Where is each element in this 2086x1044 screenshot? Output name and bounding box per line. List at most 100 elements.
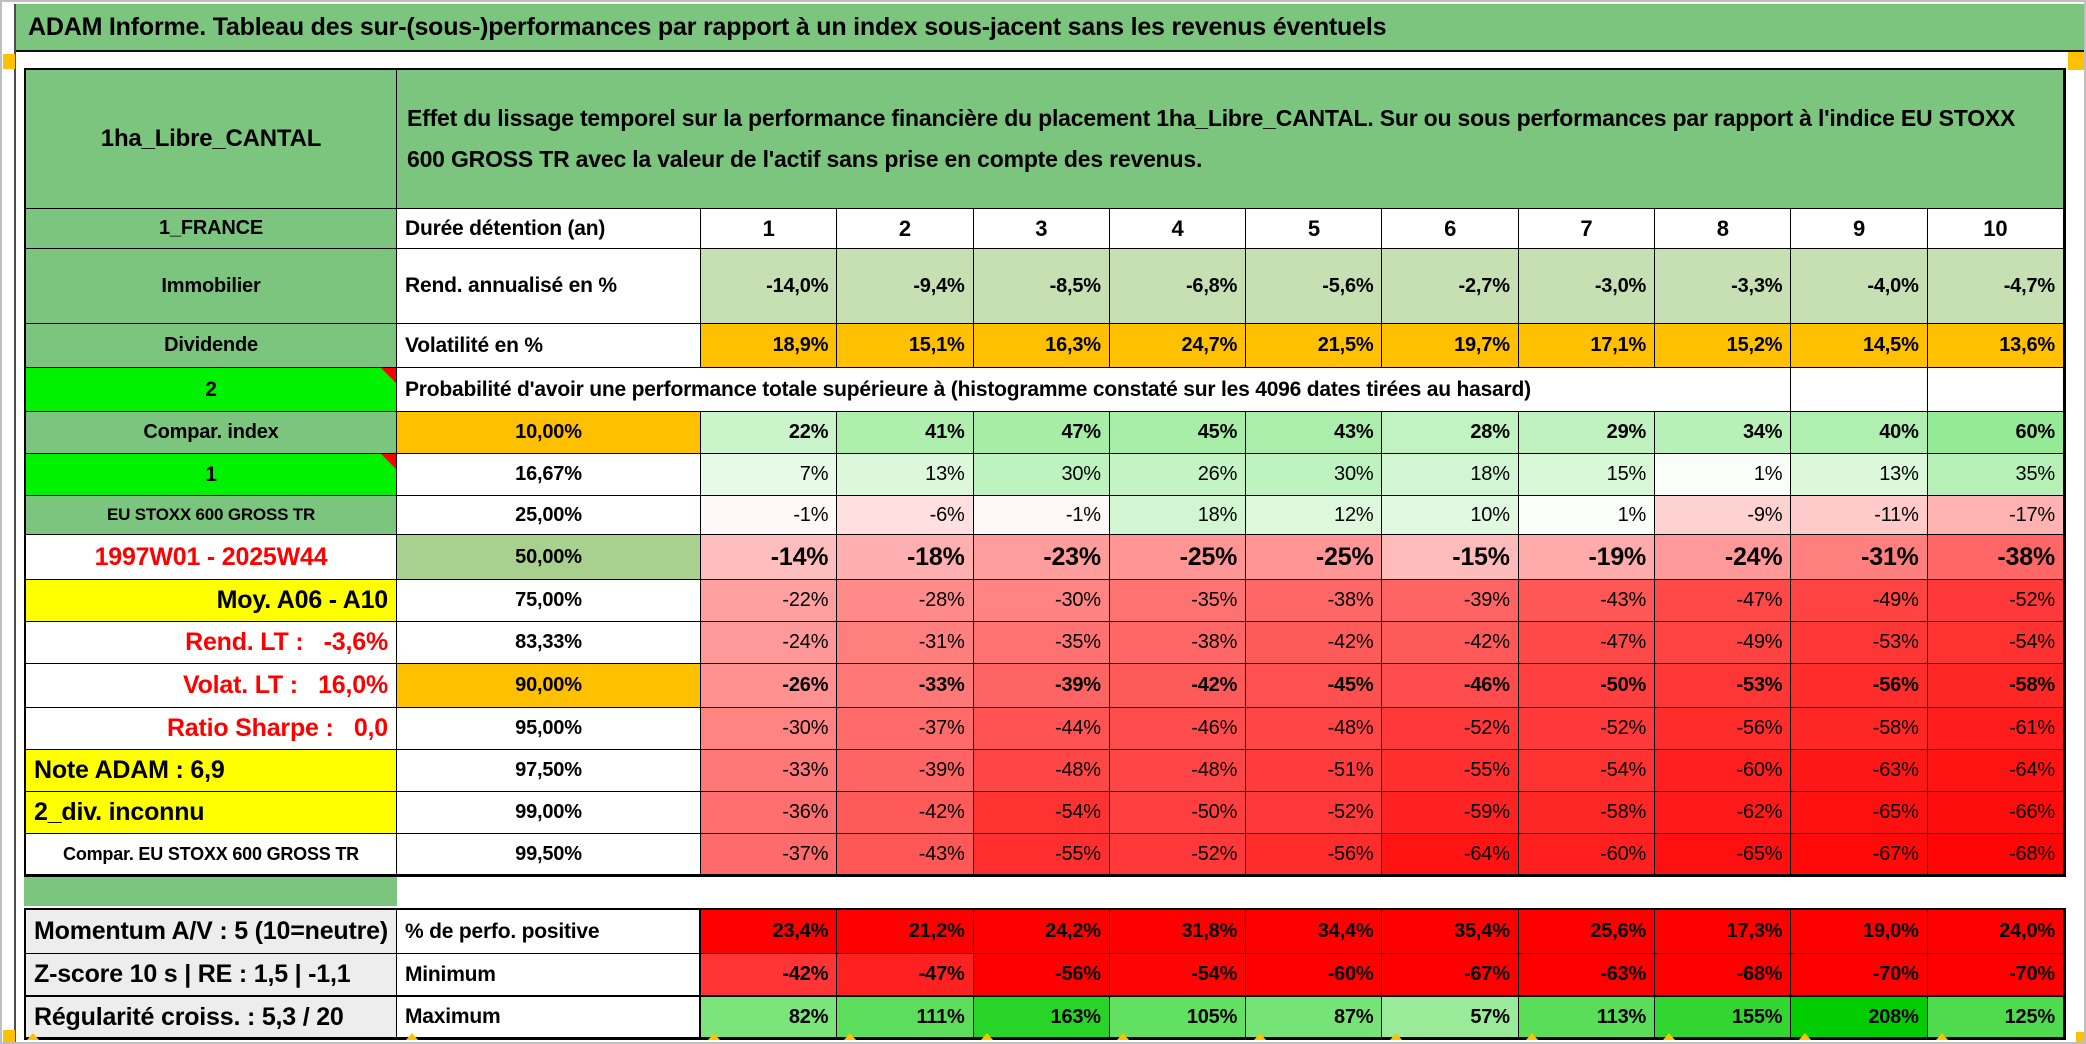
duration-col-header[interactable]: 5 xyxy=(1246,209,1383,249)
row-label[interactable]: Compar. index xyxy=(26,412,397,454)
data-cell[interactable]: -48% xyxy=(1246,708,1383,750)
data-cell[interactable]: 1% xyxy=(1518,496,1656,535)
data-cell[interactable]: -4,7% xyxy=(1927,249,2064,324)
table-description-cell[interactable]: Effet du lissage temporel sur la perform… xyxy=(397,70,2064,209)
data-cell[interactable]: -51% xyxy=(1246,750,1383,792)
stat-data-cell[interactable]: -70% xyxy=(1927,954,2064,997)
stat-data-cell[interactable]: 82% xyxy=(701,997,838,1038)
data-cell[interactable]: 15,1% xyxy=(837,324,974,368)
row-label[interactable]: 2 xyxy=(26,368,397,412)
data-cell[interactable]: -53% xyxy=(1655,664,1792,708)
data-cell[interactable]: 22% xyxy=(701,412,838,454)
data-cell[interactable]: 40% xyxy=(1791,412,1928,454)
data-cell[interactable]: -31% xyxy=(1791,535,1928,580)
stat-data-cell[interactable]: -56% xyxy=(973,954,1110,997)
data-cell[interactable]: -8,5% xyxy=(973,249,1110,324)
data-cell[interactable]: -5,6% xyxy=(1246,249,1383,324)
row-header[interactable]: 75,00% xyxy=(397,580,701,622)
stat-data-cell[interactable]: 155% xyxy=(1655,997,1792,1038)
stat-data-cell[interactable]: 87% xyxy=(1246,997,1383,1038)
data-cell[interactable]: 21,5% xyxy=(1246,324,1383,368)
data-cell[interactable]: -6,8% xyxy=(1109,249,1247,324)
data-cell[interactable]: -53% xyxy=(1791,622,1928,664)
data-cell[interactable]: -48% xyxy=(1109,750,1247,792)
data-cell[interactable]: -58% xyxy=(1791,708,1928,750)
row-header[interactable]: 16,67% xyxy=(397,454,701,496)
data-cell[interactable]: -61% xyxy=(1927,708,2064,750)
data-cell[interactable]: -60% xyxy=(1655,750,1792,792)
data-cell[interactable]: -42% xyxy=(1246,622,1383,664)
asset-name-cell[interactable]: 1ha_Libre_CANTAL xyxy=(26,70,397,209)
duration-col-header[interactable]: 2 xyxy=(837,209,974,249)
row-header[interactable]: 50,00% xyxy=(397,535,701,580)
stat-data-cell[interactable]: 125% xyxy=(1927,997,2064,1038)
data-cell[interactable]: -15% xyxy=(1382,535,1519,580)
row-label[interactable]: EU STOXX 600 GROSS TR xyxy=(26,496,397,535)
data-cell[interactable]: -67% xyxy=(1791,834,1928,875)
data-cell[interactable]: -49% xyxy=(1791,580,1928,622)
data-cell[interactable]: -56% xyxy=(1655,708,1792,750)
row-header[interactable]: 25,00% xyxy=(397,496,701,535)
data-cell[interactable]: -35% xyxy=(1109,580,1247,622)
data-cell[interactable]: 17,1% xyxy=(1518,324,1656,368)
stat-data-cell[interactable]: -54% xyxy=(1109,954,1247,997)
data-cell[interactable]: -22% xyxy=(701,580,838,622)
row-header[interactable]: 90,00% xyxy=(397,664,701,708)
data-cell[interactable]: 15,2% xyxy=(1655,324,1792,368)
stat-data-cell[interactable]: 35,4% xyxy=(1382,910,1519,954)
row-header[interactable]: 95,00% xyxy=(397,708,701,750)
stat-row-header[interactable]: Maximum xyxy=(397,997,701,1038)
row-header[interactable]: Durée détention (an) xyxy=(397,209,701,249)
data-cell[interactable]: -58% xyxy=(1518,792,1656,834)
data-cell[interactable]: -54% xyxy=(973,792,1110,834)
row-header[interactable]: 83,33% xyxy=(397,622,701,664)
data-cell[interactable]: -59% xyxy=(1382,792,1519,834)
stat-data-cell[interactable]: 208% xyxy=(1791,997,1928,1038)
data-cell[interactable]: -36% xyxy=(701,792,838,834)
data-cell[interactable]: -47% xyxy=(1655,580,1792,622)
data-cell[interactable]: -35% xyxy=(973,622,1110,664)
stat-data-cell[interactable]: 111% xyxy=(837,997,974,1038)
data-cell[interactable]: -25% xyxy=(1246,535,1383,580)
data-cell[interactable]: 24,7% xyxy=(1109,324,1247,368)
data-cell[interactable]: -4,0% xyxy=(1791,249,1928,324)
data-cell[interactable]: -42% xyxy=(1382,622,1519,664)
data-cell[interactable]: -19% xyxy=(1518,535,1656,580)
data-cell[interactable]: 15% xyxy=(1518,454,1656,496)
duration-col-header[interactable]: 4 xyxy=(1109,209,1247,249)
data-cell[interactable]: 30% xyxy=(973,454,1110,496)
data-cell[interactable]: -6% xyxy=(837,496,974,535)
data-cell[interactable]: -50% xyxy=(1109,792,1247,834)
data-cell[interactable]: -49% xyxy=(1655,622,1792,664)
data-cell[interactable]: -52% xyxy=(1109,834,1247,875)
row-label[interactable]: 1997W01 - 2025W44 xyxy=(26,535,397,580)
data-cell[interactable]: 43% xyxy=(1246,412,1383,454)
duration-col-header[interactable]: 10 xyxy=(1927,209,2064,249)
data-cell[interactable]: 41% xyxy=(837,412,974,454)
data-cell[interactable]: -56% xyxy=(1791,664,1928,708)
stat-data-cell[interactable]: -42% xyxy=(701,954,838,997)
row-header[interactable]: 10,00% xyxy=(397,412,701,454)
data-cell[interactable]: 13,6% xyxy=(1927,324,2064,368)
data-cell[interactable]: -17% xyxy=(1927,496,2064,535)
data-cell[interactable]: -58% xyxy=(1927,664,2064,708)
stat-row-header[interactable]: % de perfo. positive xyxy=(397,910,701,954)
duration-col-header[interactable]: 7 xyxy=(1518,209,1656,249)
data-cell[interactable]: 19,7% xyxy=(1382,324,1519,368)
data-cell[interactable]: 47% xyxy=(973,412,1110,454)
stat-data-cell[interactable]: 163% xyxy=(973,997,1110,1038)
stat-data-cell[interactable]: 31,8% xyxy=(1109,910,1247,954)
stat-data-cell[interactable]: -63% xyxy=(1518,954,1656,997)
data-cell[interactable]: -14% xyxy=(701,535,838,580)
row-label[interactable]: Dividende xyxy=(26,324,397,368)
stat-data-cell[interactable]: -68% xyxy=(1655,954,1792,997)
stat-row-label[interactable]: Régularité croiss. : 5,3 / 20 xyxy=(26,997,397,1038)
data-cell[interactable]: -52% xyxy=(1246,792,1383,834)
row-header[interactable]: 99,50% xyxy=(397,834,701,875)
data-cell[interactable]: -9% xyxy=(1655,496,1792,535)
data-cell[interactable]: 1% xyxy=(1655,454,1792,496)
data-cell[interactable]: 16,3% xyxy=(973,324,1110,368)
data-cell[interactable]: -46% xyxy=(1382,664,1519,708)
data-cell[interactable]: -52% xyxy=(1518,708,1656,750)
stat-data-cell[interactable]: -60% xyxy=(1246,954,1383,997)
